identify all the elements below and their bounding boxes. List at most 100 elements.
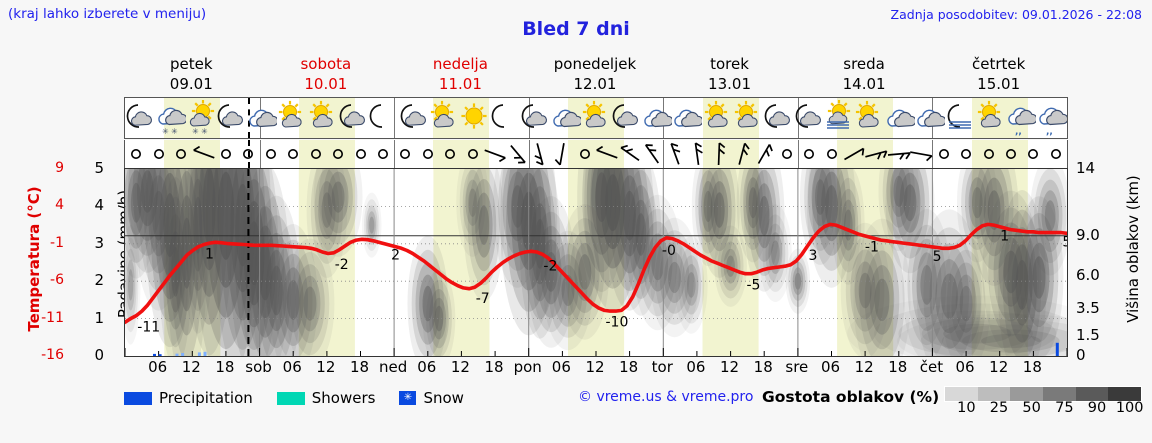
forecast-plot: -11 1 -2 2 -7 -2 -10 -0 -5 3 -1 5 1 5 <box>124 168 1068 357</box>
wind-barb-calm <box>951 140 981 168</box>
time-tick-label: pon <box>513 358 542 376</box>
legend-snow-label: Snow <box>423 389 464 407</box>
daylight-band <box>702 140 759 168</box>
legend-snow: ✳ Snow <box>399 389 464 407</box>
day-header-ponedeljek: ponedeljek 12.01 <box>528 54 663 96</box>
weather-icon-night-clear <box>490 100 520 136</box>
showers-swatch <box>276 391 305 405</box>
svg-text:-0: -0 <box>662 243 676 259</box>
wind-barb <box>615 140 645 168</box>
cloud-height-tick: 3.5 <box>1076 299 1100 318</box>
svg-text:✳: ✳ <box>201 127 208 136</box>
weather-icon-sun-cloud <box>581 100 611 136</box>
time-tick-label: 12 <box>316 358 336 376</box>
time-tick-label: tor <box>651 358 673 376</box>
cloud-density-title: Gostota oblakov (%) <box>762 388 940 406</box>
wind-barb-calm <box>570 140 600 168</box>
weather-icon-sun-cloud <box>277 100 307 136</box>
svg-text:-5: -5 <box>747 278 761 294</box>
day-date: 10.01 <box>304 75 348 93</box>
day-separator <box>663 140 665 168</box>
time-tick-label: 18 <box>753 358 773 376</box>
weather-icon-cloud-drizzle: ,, <box>1037 100 1069 137</box>
day-header: petek 09.01 sobota 10.01 nedelja 11.01 ponedel… <box>124 54 1068 96</box>
wind-barb-calm <box>323 140 353 168</box>
day-name: sreda <box>843 55 885 73</box>
wind-barb-calm <box>772 140 802 168</box>
wind-barb <box>637 140 667 168</box>
temperature-tick: -6 <box>50 272 64 289</box>
day-name: petek <box>170 55 213 73</box>
legend-showers: Showers <box>276 389 376 407</box>
cloud-height-tick: 1.5 <box>1076 325 1100 344</box>
day-header-petek: petek 09.01 <box>124 54 259 96</box>
weather-icon-night-cloudy <box>763 100 793 136</box>
density-tick-label: 10 <box>957 400 976 416</box>
day-date: 11.01 <box>438 75 482 93</box>
day-date: 14.01 <box>842 75 886 93</box>
density-swatch <box>1010 387 1044 401</box>
weather-icon-night-clear <box>368 100 398 136</box>
cloud-height-tick: 6.0 <box>1076 265 1100 284</box>
weather-icon-sun-cloud-snow: ✳ ✳ <box>186 99 216 136</box>
day-header-četrtek: četrtek 15.01 <box>931 54 1066 96</box>
wind-barb-calm <box>974 140 1004 168</box>
density-tick-label: 50 <box>1022 400 1041 416</box>
wind-barb <box>189 140 219 168</box>
wind-barb <box>727 140 757 168</box>
time-tick-label: 18 <box>349 358 370 376</box>
location-menu-note: (kraj lahko izberete v meniju) <box>8 6 207 22</box>
weather-icon-strip: ✳ ✳ ✳ ✳,,,, <box>124 97 1069 139</box>
wind-barb-calm <box>794 140 824 168</box>
wind-barb <box>682 140 712 168</box>
time-tick-label: sre <box>785 358 809 376</box>
wind-barb-calm <box>929 140 959 168</box>
day-date: 15.01 <box>977 75 1021 93</box>
time-axis-ticks: 06 12 18 sob 06 12 18 ned 06 12 18 pon 06 12 18 tor 06 12… <box>124 358 1068 380</box>
cloud-height-axis-title: Višina oblakov (km) <box>1124 175 1142 323</box>
weather-icon-sun-cloud <box>854 100 884 136</box>
temperature-tick: -1 <box>50 234 64 251</box>
svg-text:✳: ✳ <box>171 127 178 136</box>
day-separator <box>259 140 261 168</box>
day-date: 13.01 <box>708 75 751 93</box>
density-swatch <box>1043 387 1076 401</box>
day-separator <box>394 98 396 138</box>
wind-barb-calm <box>435 140 465 168</box>
wind-barb <box>749 140 779 168</box>
time-tick-label: 18 <box>484 358 504 376</box>
temperature-tick: 9 <box>55 160 64 176</box>
legend-showers-label: Showers <box>311 389 376 407</box>
day-date: 09.01 <box>169 75 213 93</box>
current-time-marker <box>248 98 251 138</box>
weather-icon-sun-cloud <box>429 100 459 136</box>
cloud-density-tick-labels: 10 25 50 75 90 100 <box>938 400 1148 418</box>
precipitation-tick: 3 <box>94 233 104 252</box>
day-separator <box>797 98 799 138</box>
density-tick-label: 75 <box>1055 400 1074 416</box>
time-tick-label: 18 <box>215 358 235 376</box>
daylight-band <box>433 140 490 168</box>
precipitation-tick: 1 <box>94 308 104 327</box>
svg-text:-11: -11 <box>137 320 160 336</box>
legend-precipitation: Precipitation <box>124 389 253 407</box>
time-tick-label: 12 <box>989 358 1009 376</box>
density-tick-label: 25 <box>989 400 1009 416</box>
time-tick-label: 06 <box>148 358 168 376</box>
wind-barb-calm <box>390 140 420 168</box>
wind-barb-calm <box>278 140 308 168</box>
time-tick-label: čet <box>919 358 944 376</box>
day-header-torek: torek 13.01 <box>662 54 797 96</box>
time-tick-label: 06 <box>282 358 302 376</box>
snow-swatch: ✳ <box>399 391 417 405</box>
wind-barb-calm <box>256 140 286 168</box>
day-name: ponedeljek <box>553 55 637 73</box>
time-tick-label: 12 <box>720 358 740 376</box>
daylight-band <box>164 140 221 168</box>
precipitation-tick: 4 <box>94 196 104 215</box>
daylight-band <box>837 140 894 168</box>
credit-link[interactable]: © vreme.us & vreme.pro <box>578 389 754 405</box>
time-tick-label: 12 <box>854 358 874 376</box>
density-swatch <box>945 387 978 401</box>
wind-barb-calm <box>1018 140 1048 168</box>
